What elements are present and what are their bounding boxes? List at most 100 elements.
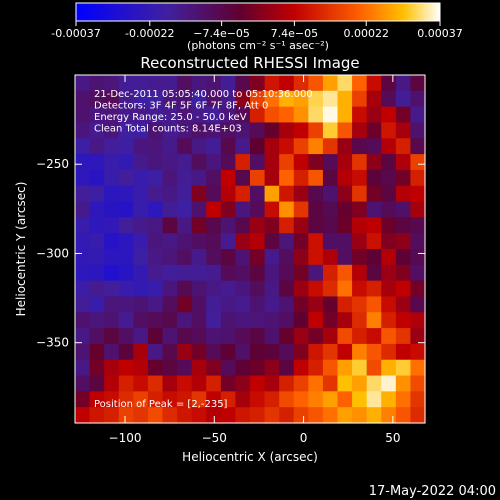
heatmap-cell [118,217,134,234]
colorbar-ticks: -0.00037 -0.00022 −7.4e−05 7.4e−05 0.00022 0.… [51,21,463,40]
x-tick-label: −100 [109,431,142,445]
heatmap-cell [235,375,251,392]
heatmap-cell [381,154,397,171]
heatmap-cell [395,391,412,408]
heatmap-cell [147,122,164,139]
heatmap-cell [381,312,397,329]
heatmap-cell [279,122,295,139]
heatmap-cell [337,407,353,424]
heatmap-cell [75,138,91,155]
heatmap-cell [177,138,193,155]
heatmap-cell [162,375,178,392]
heatmap-cell [366,249,382,266]
heatmap-cell [118,169,134,187]
heatmap-cell [162,328,178,345]
heatmap-cell [322,343,339,361]
heatmap-cell [381,375,397,392]
heatmap-cell [220,249,237,266]
heatmap-cell [337,138,353,155]
heatmap-cell [147,185,164,203]
heatmap-cell [250,359,266,377]
heatmap-cell [162,407,178,424]
heatmap-cell [337,343,353,361]
heatmap-cell [352,280,368,298]
colorbar: -0.00037 -0.00022 −7.4e−05 7.4e−05 0.00022 0.… [51,2,463,52]
heatmap-cell [293,343,309,361]
heatmap-cell [381,407,397,424]
heatmap-cell [177,106,193,124]
heatmap-cell [322,407,339,424]
heatmap-cell [395,217,412,234]
heatmap-cell [279,90,295,108]
heatmap-cell [220,217,237,234]
heatmap-cell [147,233,164,250]
heatmap-cell [395,328,412,345]
heatmap-cell [395,138,412,155]
heatmap-cell [337,312,353,329]
heatmap-cell [264,312,280,329]
heatmap-cell [410,75,426,92]
annotation-line: Energy Range: 25.0 - 50.0 keV [94,112,247,123]
heatmap-cell [250,217,266,234]
heatmap-cell [162,359,178,377]
heatmap-cell [206,90,222,108]
heatmap-cell [381,391,397,408]
heatmap-cell [206,154,222,171]
heatmap-cell [147,296,164,313]
colorbar-tick-label: 0.00022 [343,27,389,40]
heatmap-cell [89,138,105,155]
heatmap-cell [104,106,120,124]
heatmap-cell [395,154,412,171]
heatmap-cell [191,249,207,266]
heatmap-cell [133,169,149,187]
heatmap-cell [177,201,193,218]
heatmap-cell [293,296,309,313]
heatmap-cell [118,375,134,392]
heatmap-cell [308,138,324,155]
heatmap-cell [279,201,295,218]
heatmap-cell [235,138,251,155]
annotation-block: 21-Dec-2011 05:05:40.000 to 05:10:36.000… [94,89,313,135]
heatmap-cell [235,328,251,345]
heatmap-cell [162,312,178,329]
heatmap-cell [366,122,382,139]
heatmap-cell [381,233,397,250]
heatmap-cell [352,90,368,108]
heatmap-cell [322,154,339,171]
heatmap-cell [162,154,178,171]
heatmap-cell [293,138,309,155]
heatmap-cell [337,249,353,266]
heatmap-cell [293,359,309,377]
heatmap-cell [177,75,193,92]
heatmap-cell [177,154,193,171]
y-tick-label: −350 [36,336,69,350]
heatmap-cell [293,264,309,282]
heatmap-cell [293,312,309,329]
heatmap-cell [264,185,280,203]
colorbar-tick-label: -0.00022 [125,27,174,40]
heatmap-cell [381,343,397,361]
heatmap-cell [308,312,324,329]
heatmap-cell [147,280,164,298]
heatmap-cell [395,343,412,361]
heatmap-cell [118,343,134,361]
heatmap-cell [147,106,164,124]
heatmap-cell [177,249,193,266]
heatmap-cell [381,106,397,124]
heatmap-cell [206,233,222,250]
heatmap-cell [410,233,426,250]
heatmap-cell [308,280,324,298]
heatmap-cell [191,169,207,187]
heatmap-cell [410,280,426,298]
heatmap-cell [162,75,178,92]
heatmap-cell [162,90,178,108]
heatmap-cell [366,264,382,282]
peak-label: Position of Peak = [2,-235] [94,399,228,410]
heatmap-cell [220,122,237,139]
heatmap-cell [279,264,295,282]
heatmap-cell [293,217,309,234]
heatmap-cell [279,328,295,345]
heatmap-cell [206,328,222,345]
heatmap-cell [206,201,222,218]
heatmap-cell [75,391,91,408]
